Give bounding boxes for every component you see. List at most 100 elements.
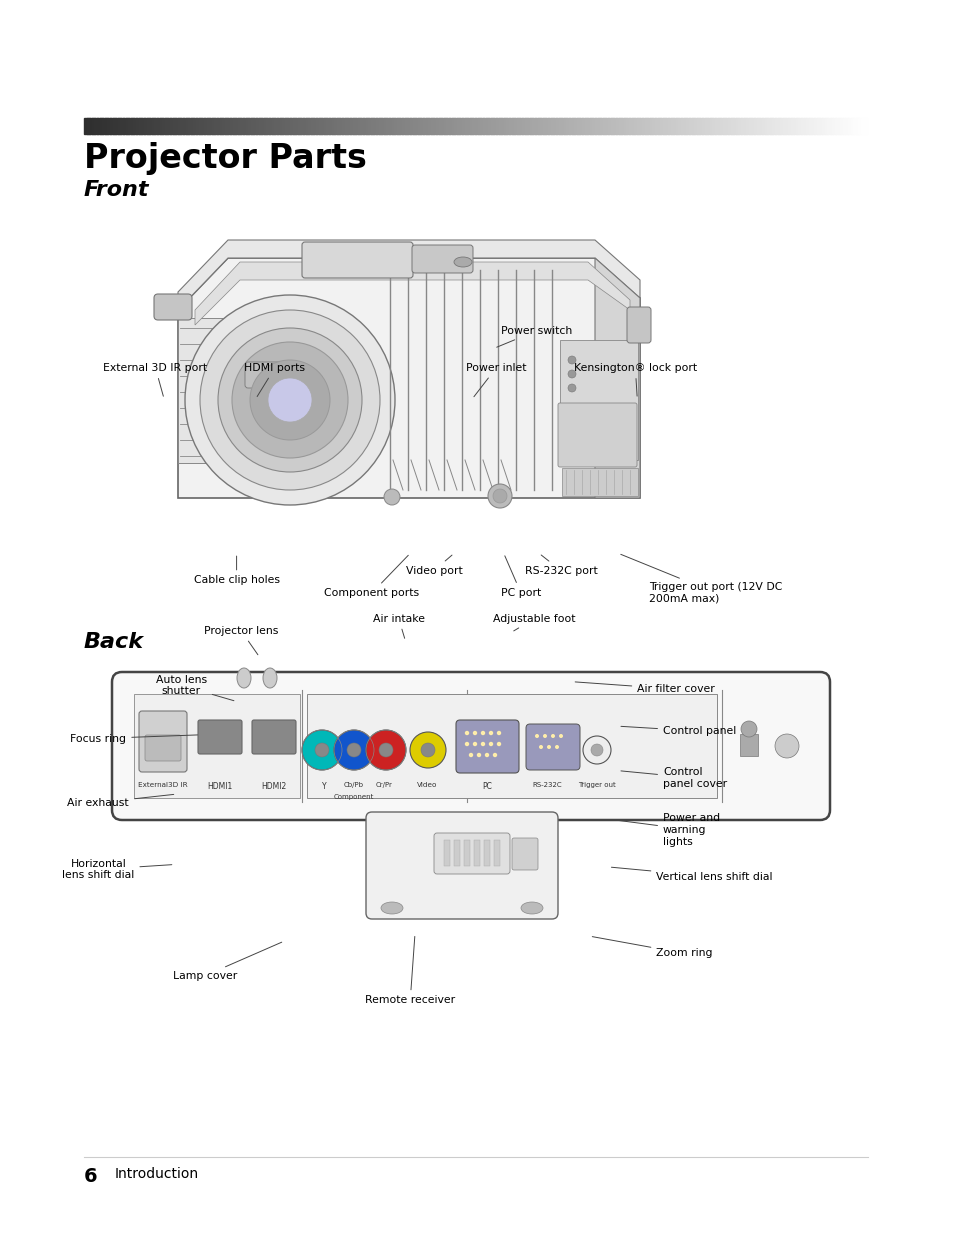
Bar — [518, 119, 522, 135]
Bar — [227, 119, 231, 135]
Bar — [196, 119, 199, 135]
Bar — [485, 119, 489, 135]
Bar — [407, 119, 411, 135]
Bar — [850, 119, 853, 135]
Bar — [556, 119, 559, 135]
Bar — [488, 119, 491, 135]
Bar — [255, 119, 259, 135]
Bar — [834, 119, 838, 135]
Circle shape — [488, 484, 512, 508]
Bar — [128, 119, 132, 135]
Bar — [339, 119, 343, 135]
Bar — [209, 119, 213, 135]
Bar — [745, 119, 749, 135]
Bar — [443, 840, 450, 866]
Text: Remote receiver: Remote receiver — [365, 936, 455, 1005]
Text: Zoom ring: Zoom ring — [592, 936, 712, 958]
Bar — [722, 119, 725, 135]
Bar — [667, 119, 671, 135]
Bar — [251, 119, 254, 135]
Bar — [449, 119, 452, 135]
Bar — [193, 119, 197, 135]
FancyBboxPatch shape — [153, 294, 192, 320]
Bar — [490, 119, 494, 135]
Text: RS-232C: RS-232C — [532, 782, 561, 788]
Bar — [314, 119, 316, 135]
Bar — [595, 119, 598, 135]
Bar — [704, 119, 707, 135]
Bar — [144, 119, 148, 135]
Circle shape — [410, 732, 446, 768]
Bar — [105, 119, 109, 135]
Bar — [297, 119, 301, 135]
Bar — [417, 119, 421, 135]
Bar — [772, 119, 775, 135]
Text: Component: Component — [334, 794, 374, 800]
Bar — [123, 119, 127, 135]
Text: 6: 6 — [84, 1167, 97, 1186]
Circle shape — [497, 742, 500, 746]
Bar — [727, 119, 731, 135]
Bar — [307, 694, 717, 798]
Circle shape — [218, 329, 361, 472]
Bar — [84, 119, 88, 135]
Text: PC: PC — [481, 782, 492, 790]
Circle shape — [555, 745, 558, 748]
Circle shape — [493, 753, 497, 757]
Circle shape — [567, 384, 576, 391]
Bar — [470, 119, 473, 135]
Bar — [494, 840, 499, 866]
Text: RS-232C port: RS-232C port — [524, 555, 597, 576]
Bar — [680, 119, 684, 135]
Bar — [389, 119, 393, 135]
Circle shape — [740, 721, 757, 737]
Bar — [451, 119, 455, 135]
Bar — [321, 119, 325, 135]
Bar — [503, 119, 507, 135]
Bar — [464, 119, 468, 135]
Bar — [454, 119, 457, 135]
Bar — [440, 119, 444, 135]
Bar — [172, 119, 176, 135]
Bar — [587, 119, 590, 135]
Bar — [87, 119, 91, 135]
Bar — [628, 119, 632, 135]
Ellipse shape — [263, 668, 276, 688]
Bar — [805, 119, 809, 135]
Bar — [852, 119, 856, 135]
Polygon shape — [178, 258, 639, 498]
Bar — [477, 119, 481, 135]
Bar — [198, 119, 202, 135]
Bar — [422, 119, 426, 135]
Bar — [649, 119, 653, 135]
Bar — [216, 119, 220, 135]
Bar — [272, 119, 275, 135]
Bar — [311, 119, 314, 135]
Bar — [763, 119, 767, 135]
Text: Power and
warning
lights: Power and warning lights — [618, 814, 720, 846]
Bar — [342, 119, 345, 135]
Circle shape — [334, 730, 374, 769]
Bar — [777, 119, 781, 135]
Bar — [837, 119, 841, 135]
Bar — [375, 119, 379, 135]
Bar — [191, 119, 194, 135]
FancyBboxPatch shape — [302, 242, 413, 278]
Bar — [479, 119, 483, 135]
Circle shape — [535, 734, 538, 739]
Bar — [774, 119, 778, 135]
Bar — [699, 119, 702, 135]
Bar — [97, 119, 100, 135]
Ellipse shape — [380, 902, 402, 914]
Bar — [714, 119, 718, 135]
Bar — [472, 119, 476, 135]
Bar — [138, 119, 142, 135]
Bar — [461, 119, 465, 135]
Text: Front: Front — [84, 180, 150, 200]
Bar — [496, 119, 499, 135]
Text: Back: Back — [84, 632, 144, 652]
Bar — [431, 119, 434, 135]
Bar — [446, 119, 450, 135]
Bar — [373, 119, 376, 135]
Bar — [646, 119, 650, 135]
